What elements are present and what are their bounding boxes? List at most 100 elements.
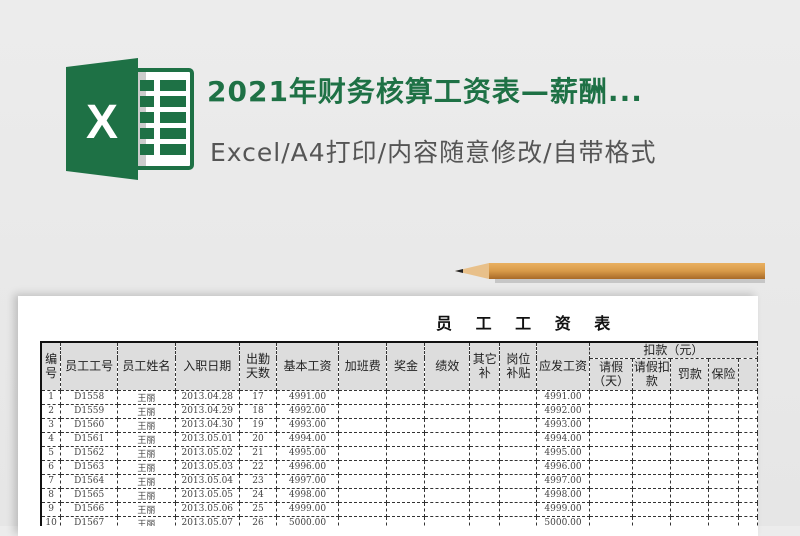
table-cell[interactable] — [588, 431, 634, 447]
table-cell[interactable]: 王丽 — [117, 501, 176, 517]
table-cell[interactable]: D1564 — [60, 473, 119, 489]
table-cell[interactable]: 2013.04.29 — [174, 403, 241, 419]
table-cell[interactable]: 1 — [40, 389, 62, 405]
table-cell[interactable] — [424, 515, 471, 526]
table-cell[interactable] — [386, 403, 426, 419]
table-cell[interactable] — [424, 403, 471, 419]
table-cell[interactable] — [499, 515, 538, 526]
table-cell[interactable]: 4992.00 — [536, 403, 590, 419]
table-cell[interactable] — [670, 501, 710, 517]
table-cell[interactable]: D1561 — [60, 431, 119, 447]
table-cell[interactable] — [337, 417, 388, 433]
table-cell[interactable]: 6 — [40, 459, 62, 475]
table-cell[interactable] — [737, 515, 758, 526]
table-cell[interactable]: 4996.00 — [536, 459, 590, 475]
table-cell[interactable] — [499, 501, 538, 517]
table-cell[interactable] — [386, 431, 426, 447]
table-cell[interactable] — [469, 515, 501, 526]
table-cell[interactable] — [708, 431, 739, 447]
table-cell[interactable]: 4997.00 — [275, 473, 339, 489]
table-cell[interactable]: 王丽 — [117, 403, 176, 419]
table-cell[interactable] — [386, 501, 426, 517]
table-cell[interactable] — [337, 389, 388, 405]
table-cell[interactable]: 王丽 — [117, 431, 176, 447]
table-cell[interactable] — [469, 389, 501, 405]
table-cell[interactable]: 7 — [40, 473, 62, 489]
table-cell[interactable]: 2013.05.03 — [174, 459, 241, 475]
table-cell[interactable]: 王丽 — [117, 473, 176, 489]
table-cell[interactable]: 2 — [40, 403, 62, 419]
table-cell[interactable] — [386, 487, 426, 503]
table-cell[interactable] — [469, 501, 501, 517]
table-cell[interactable] — [632, 501, 672, 517]
table-cell[interactable] — [737, 403, 758, 419]
table-cell[interactable] — [337, 515, 388, 526]
table-cell[interactable] — [499, 389, 538, 405]
table-cell[interactable] — [632, 403, 672, 419]
table-cell[interactable] — [499, 445, 538, 461]
table-cell[interactable]: D1566 — [60, 501, 119, 517]
table-cell[interactable] — [708, 473, 739, 489]
table-cell[interactable]: 9 — [40, 501, 62, 517]
table-cell[interactable] — [469, 403, 501, 419]
table-cell[interactable]: 4993.00 — [536, 417, 590, 433]
table-cell[interactable]: 21 — [239, 445, 277, 461]
table-cell[interactable] — [386, 389, 426, 405]
table-cell[interactable] — [499, 417, 538, 433]
table-cell[interactable] — [632, 389, 672, 405]
table-cell[interactable] — [386, 515, 426, 526]
table-cell[interactable] — [670, 473, 710, 489]
table-cell[interactable]: 2013.05.02 — [174, 445, 241, 461]
table-cell[interactable] — [499, 459, 538, 475]
table-cell[interactable]: 3 — [40, 417, 62, 433]
table-cell[interactable] — [386, 445, 426, 461]
table-cell[interactable]: 4995.00 — [536, 445, 590, 461]
table-cell[interactable]: 25 — [239, 501, 277, 517]
table-cell[interactable] — [632, 459, 672, 475]
table-cell[interactable]: 4991.00 — [275, 389, 339, 405]
table-cell[interactable] — [588, 403, 634, 419]
table-cell[interactable]: 17 — [239, 389, 277, 405]
table-cell[interactable] — [588, 445, 634, 461]
table-cell[interactable] — [632, 417, 672, 433]
table-cell[interactable] — [737, 487, 758, 503]
table-cell[interactable]: 20 — [239, 431, 277, 447]
table-cell[interactable] — [499, 487, 538, 503]
table-cell[interactable] — [670, 431, 710, 447]
table-cell[interactable] — [469, 487, 501, 503]
table-cell[interactable]: D1562 — [60, 445, 119, 461]
table-cell[interactable]: 8 — [40, 487, 62, 503]
table-cell[interactable] — [469, 431, 501, 447]
table-cell[interactable]: 2013.04.30 — [174, 417, 241, 433]
table-cell[interactable] — [670, 445, 710, 461]
table-cell[interactable]: 24 — [239, 487, 277, 503]
table-cell[interactable] — [708, 417, 739, 433]
table-cell[interactable] — [632, 473, 672, 489]
table-cell[interactable] — [469, 445, 501, 461]
table-cell[interactable]: 4999.00 — [536, 501, 590, 517]
table-cell[interactable] — [337, 501, 388, 517]
table-cell[interactable] — [708, 487, 739, 503]
table-cell[interactable]: 王丽 — [117, 487, 176, 503]
table-cell[interactable] — [670, 403, 710, 419]
table-cell[interactable]: 王丽 — [117, 459, 176, 475]
table-cell[interactable]: 4997.00 — [536, 473, 590, 489]
table-cell[interactable]: 4998.00 — [275, 487, 339, 503]
table-cell[interactable]: 5 — [40, 445, 62, 461]
table-cell[interactable] — [424, 459, 471, 475]
table-cell[interactable] — [386, 417, 426, 433]
table-cell[interactable]: 22 — [239, 459, 277, 475]
table-cell[interactable] — [588, 473, 634, 489]
table-cell[interactable]: D1559 — [60, 403, 119, 419]
table-cell[interactable] — [337, 403, 388, 419]
table-cell[interactable]: 18 — [239, 403, 277, 419]
table-cell[interactable] — [588, 501, 634, 517]
table-cell[interactable]: 4993.00 — [275, 417, 339, 433]
table-cell[interactable]: 2013.05.06 — [174, 501, 241, 517]
table-cell[interactable] — [708, 459, 739, 475]
table-cell[interactable] — [708, 403, 739, 419]
table-cell[interactable] — [670, 515, 710, 526]
table-cell[interactable]: 26 — [239, 515, 277, 526]
table-cell[interactable] — [469, 473, 501, 489]
table-cell[interactable]: 4992.00 — [275, 403, 339, 419]
